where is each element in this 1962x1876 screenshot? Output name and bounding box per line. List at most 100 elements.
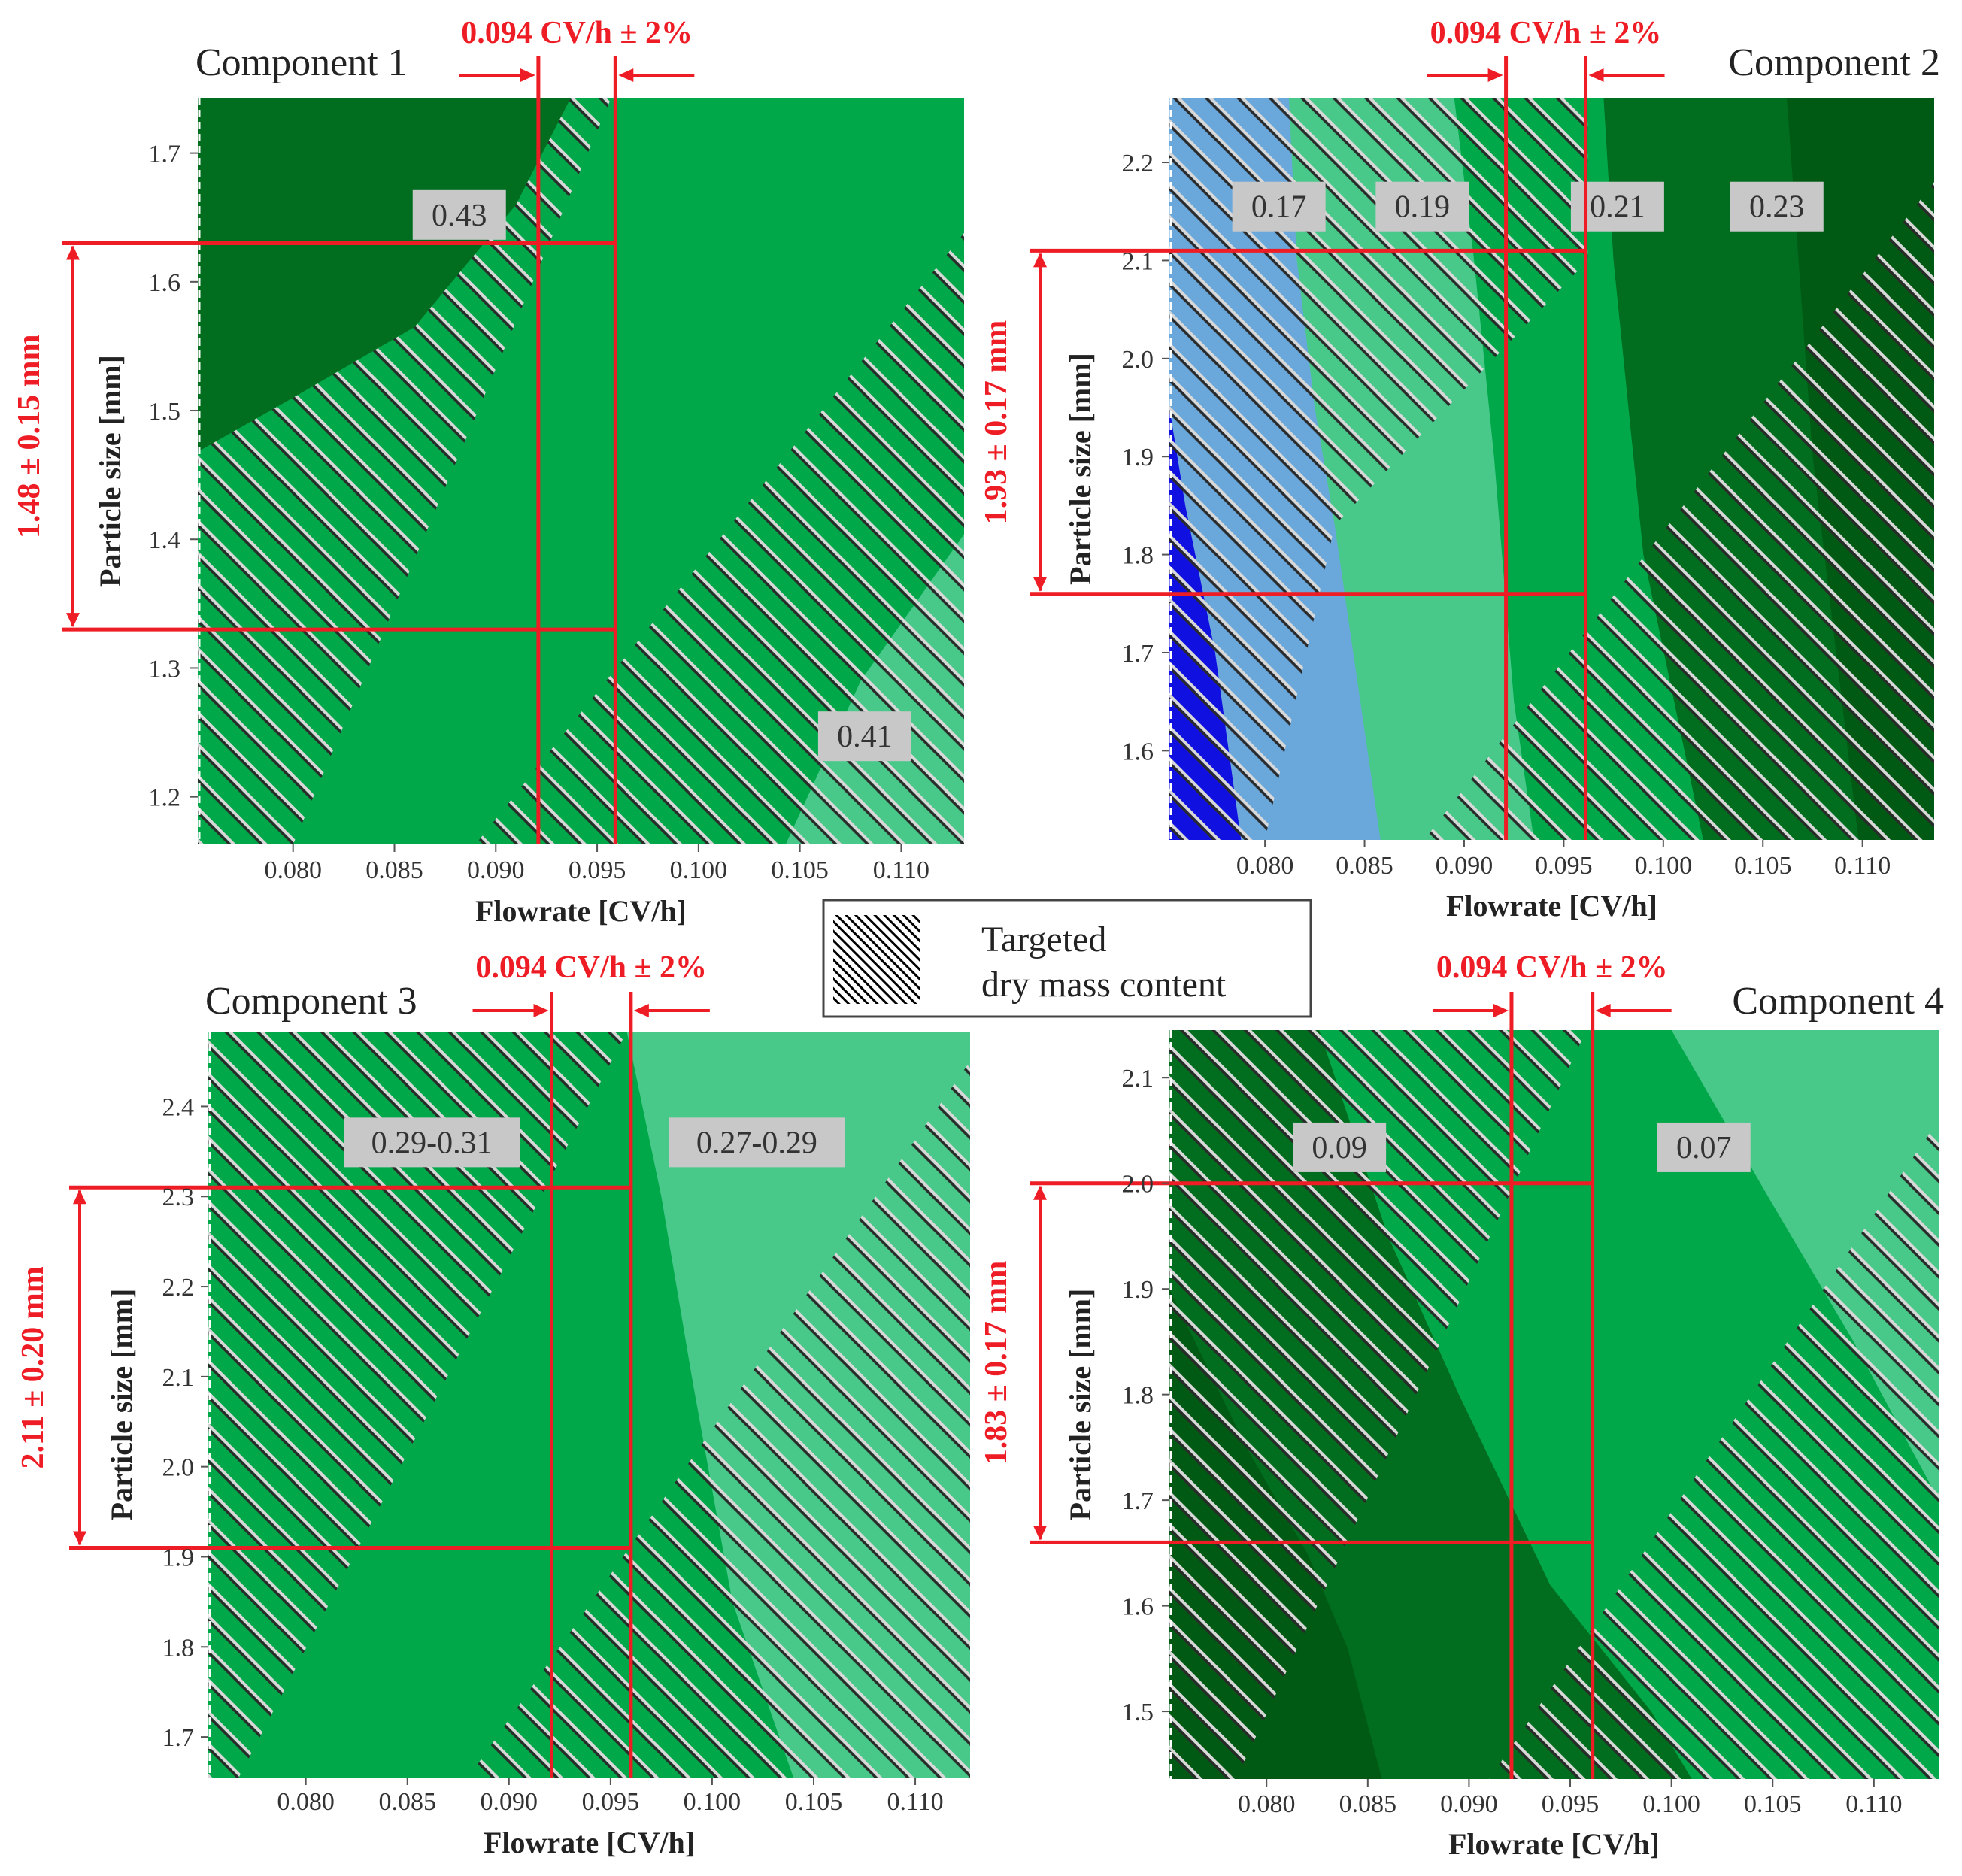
contour-label-box xyxy=(1375,181,1469,232)
y-tick-label: 2.0 xyxy=(1122,346,1154,374)
size-bracket-arrow-up xyxy=(73,1190,86,1205)
y-tick-label: 1.9 xyxy=(1122,1276,1154,1304)
flowrate-arrow-right-head xyxy=(1588,68,1604,82)
flowrate-annotation: 0.094 CV/h ± 2% xyxy=(475,950,707,985)
x-tick-label: 0.105 xyxy=(1734,852,1792,880)
size-bracket-arrow-down xyxy=(1033,577,1047,592)
contour-label: 0.27-0.29 xyxy=(696,1126,817,1160)
y-tick-label: 1.8 xyxy=(1122,542,1154,570)
x-tick-label: 0.095 xyxy=(1535,852,1593,880)
y-tick-label: 2.1 xyxy=(1122,247,1154,275)
y-tick-label: 1.4 xyxy=(149,526,181,554)
x-tick-label: 0.105 xyxy=(771,856,829,884)
contour-label-box xyxy=(1293,1122,1387,1172)
y-axis-label: Particle size [mm] xyxy=(1063,353,1097,585)
x-tick-label: 0.100 xyxy=(670,856,728,884)
x-tick-label: 0.095 xyxy=(1542,1790,1600,1818)
y-tick-label: 1.3 xyxy=(149,655,181,683)
contour-region xyxy=(198,98,571,452)
y-tick-label: 2.4 xyxy=(162,1093,195,1121)
targeted-hatch-region xyxy=(198,98,611,844)
contour-label: 0.09 xyxy=(1312,1131,1367,1165)
x-tick-label: 0.095 xyxy=(582,1788,640,1816)
y-tick-label: 1.7 xyxy=(162,1724,195,1752)
plot-area xyxy=(198,98,964,844)
x-tick-label: 0.100 xyxy=(1635,852,1693,880)
size-bracket-arrow-down xyxy=(73,1531,86,1546)
contour-label-box xyxy=(344,1117,520,1168)
y-axis-label: Particle size [mm] xyxy=(1063,1289,1097,1521)
y-tick-label: 1.5 xyxy=(1122,1699,1154,1726)
targeted-hatch-region xyxy=(1489,1120,1939,1779)
y-tick-label: 2.0 xyxy=(162,1454,195,1482)
flowrate-arrow-left-head xyxy=(520,68,535,82)
flowrate-arrow-right-head xyxy=(633,1004,649,1017)
y-tick-label: 1.7 xyxy=(1122,1487,1154,1515)
plot-area xyxy=(1169,1030,1939,1779)
contour-label-box xyxy=(817,711,911,762)
plot-area xyxy=(208,1032,970,1778)
contour-label-box xyxy=(669,1117,845,1168)
chart-panel-4: 0.09 0.07 0.094 CV/h ± 2% 1.83 ± 0.17 mm Com… xyxy=(979,950,1944,1861)
flowrate-arrow-left-head xyxy=(1493,1004,1509,1017)
targeted-hatch-region xyxy=(1169,98,1588,840)
targeted-hatch-region xyxy=(468,1061,970,1778)
x-tick-label: 0.090 xyxy=(481,1788,538,1816)
size-bracket-arrow-down xyxy=(1033,1526,1047,1541)
x-tick-label: 0.085 xyxy=(1336,852,1393,880)
size-bracket-arrow-up xyxy=(66,245,80,260)
y-tick-label: 1.5 xyxy=(149,398,181,426)
x-axis-label: Flowrate [CV/h] xyxy=(1448,1827,1660,1861)
contour-label: 0.43 xyxy=(432,199,487,233)
size-bracket-arrow-up xyxy=(1033,1185,1047,1200)
x-tick-label: 0.100 xyxy=(684,1788,741,1816)
targeted-hatch-region xyxy=(1169,1030,1587,1779)
contour-label: 0.23 xyxy=(1749,190,1805,225)
y-tick-label: 2.2 xyxy=(162,1274,195,1302)
x-tick-label: 0.090 xyxy=(1436,852,1493,880)
y-tick-label: 1.9 xyxy=(1122,444,1154,471)
y-tick-label: 2.1 xyxy=(1122,1065,1154,1093)
x-tick-label: 0.105 xyxy=(785,1788,843,1816)
contour-label: 0.41 xyxy=(837,720,893,754)
y-tick-label: 2.1 xyxy=(162,1364,195,1392)
y-tick-label: 2.0 xyxy=(1122,1171,1154,1199)
flowrate-arrow-left-head xyxy=(1487,68,1503,82)
x-tick-label: 0.080 xyxy=(277,1788,335,1816)
x-tick-label: 0.085 xyxy=(1339,1790,1397,1818)
y-tick-label: 1.7 xyxy=(149,141,181,168)
size-annotation: 2.11 ± 0.20 mm xyxy=(16,1266,50,1468)
legend: Targeted dry mass content xyxy=(822,899,1312,1018)
contour-label: 0.19 xyxy=(1395,190,1451,225)
contour-label: 0.17 xyxy=(1251,190,1307,225)
x-tick-label: 0.090 xyxy=(467,856,525,884)
legend-label-line2: dry mass content xyxy=(981,965,1227,1005)
y-tick-label: 2.2 xyxy=(1122,150,1154,177)
x-tick-label: 0.085 xyxy=(365,856,423,884)
contour-label-box xyxy=(1232,181,1326,232)
flowrate-arrow-right-head xyxy=(618,68,634,82)
targeted-hatch-region xyxy=(1424,182,1934,840)
x-tick-label: 0.085 xyxy=(378,1788,436,1816)
contour-label: 0.21 xyxy=(1590,190,1645,225)
chart-title: Component 1 xyxy=(196,41,408,84)
chart-title: Component 3 xyxy=(205,980,417,1023)
y-axis-label: Particle size [mm] xyxy=(105,1289,138,1521)
contour-label: 0.07 xyxy=(1676,1131,1732,1165)
targeted-hatch-region xyxy=(475,232,964,844)
x-axis-label: Flowrate [CV/h] xyxy=(1446,889,1657,923)
x-tick-label: 0.080 xyxy=(264,856,322,884)
contour-region xyxy=(1671,1030,1939,1501)
chart-panel-3: 0.29-0.31 0.27-0.29 0.094 CV/h ± 2% 2.11 ± … xyxy=(16,950,970,1859)
y-tick-label: 1.6 xyxy=(149,269,181,297)
x-tick-label: 0.080 xyxy=(1236,852,1294,880)
x-tick-label: 0.100 xyxy=(1642,1790,1700,1818)
chart-title: Component 4 xyxy=(1732,980,1944,1023)
x-axis-label: Flowrate [CV/h] xyxy=(475,894,687,928)
x-tick-label: 0.110 xyxy=(887,1788,943,1816)
flowrate-arrow-left-head xyxy=(533,1004,549,1017)
contour-label-box xyxy=(412,189,506,240)
targeted-hatch-region xyxy=(208,1032,627,1778)
